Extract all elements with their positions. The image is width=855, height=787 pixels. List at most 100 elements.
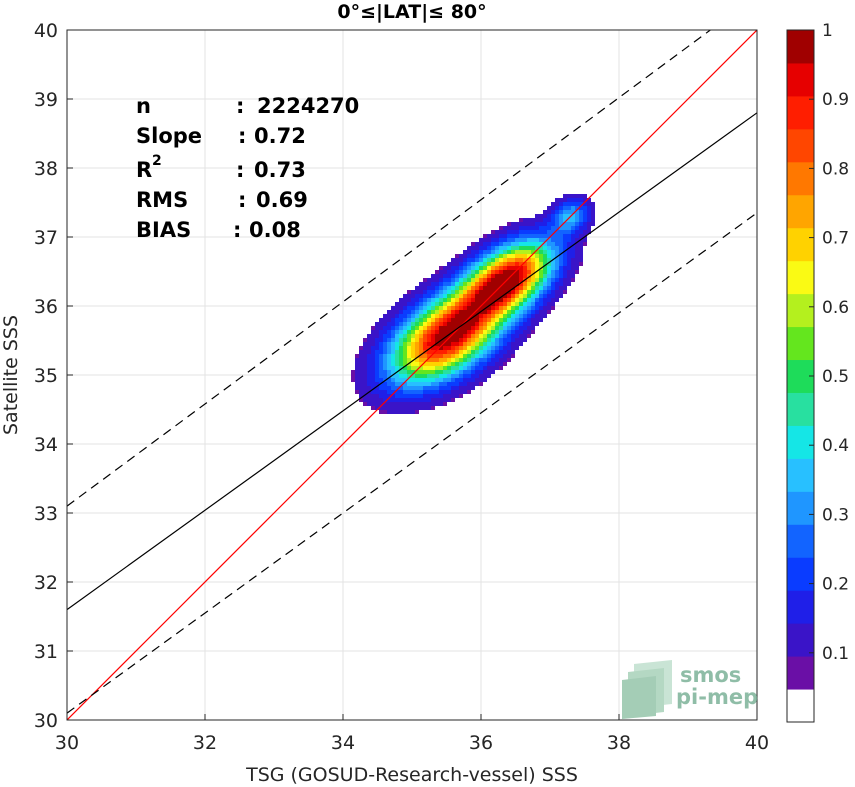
density-cell [467, 290, 471, 294]
stat-bias-sep: : [233, 218, 241, 242]
density-cell [439, 350, 443, 354]
density-cell [535, 226, 539, 230]
density-cell [467, 266, 471, 270]
density-cell [567, 270, 571, 274]
density-cell [487, 306, 491, 310]
density-cell [463, 278, 467, 282]
density-cell [435, 274, 439, 278]
density-cell [479, 346, 483, 350]
density-cell [499, 358, 503, 362]
density-cell [363, 350, 367, 354]
density-cell [407, 354, 411, 358]
density-cell [395, 378, 399, 382]
density-cell [435, 370, 439, 374]
density-cell [427, 374, 431, 378]
density-cell [471, 306, 475, 310]
density-cell [571, 238, 575, 242]
density-cell [571, 278, 575, 282]
density-cell [527, 226, 531, 230]
density-cell [511, 282, 515, 286]
density-cell [539, 234, 543, 238]
density-cell [555, 250, 559, 254]
density-cell [535, 262, 539, 266]
density-cell [443, 362, 447, 366]
density-cell [387, 378, 391, 382]
density-cell [483, 362, 487, 366]
density-cell [555, 222, 559, 226]
density-cell [535, 222, 539, 226]
density-cell [483, 326, 487, 330]
density-cell [439, 310, 443, 314]
density-cell [415, 286, 419, 290]
density-cell [523, 306, 527, 310]
density-cell [519, 282, 523, 286]
density-cell [583, 198, 587, 202]
density-cell [455, 278, 459, 282]
density-cell [475, 278, 479, 282]
density-cell [467, 298, 471, 302]
density-cell [503, 318, 507, 322]
density-cell [515, 338, 519, 342]
density-cell [371, 390, 375, 394]
density-cell [375, 358, 379, 362]
density-cell [411, 350, 415, 354]
density-cell [459, 330, 463, 334]
density-cell [467, 278, 471, 282]
density-cell [423, 326, 427, 330]
density-cell [499, 350, 503, 354]
density-cell [395, 366, 399, 370]
density-cell [431, 310, 435, 314]
density-cell [443, 346, 447, 350]
density-cell [443, 306, 447, 310]
density-cell [587, 226, 591, 230]
density-cell [555, 226, 559, 230]
density-cell [415, 358, 419, 362]
density-cell [491, 302, 495, 306]
density-cell [375, 362, 379, 366]
density-cell [503, 354, 507, 358]
density-cell [523, 242, 527, 246]
density-cell [563, 198, 567, 202]
density-cell [367, 370, 371, 374]
density-cell [563, 242, 567, 246]
density-cell [479, 382, 483, 386]
density-cell [435, 294, 439, 298]
density-cell [559, 290, 563, 294]
density-cell [359, 386, 363, 390]
density-cell [487, 310, 491, 314]
density-cell [527, 294, 531, 298]
density-cell [479, 258, 483, 262]
density-cell [527, 330, 531, 334]
density-cell [431, 370, 435, 374]
density-cell [415, 378, 419, 382]
density-cell [471, 378, 475, 382]
density-cell [431, 314, 435, 318]
density-cell [543, 230, 547, 234]
density-cell [507, 286, 511, 290]
density-cell [515, 342, 519, 346]
density-cell [483, 334, 487, 338]
density-cell [411, 402, 415, 406]
density-cell [491, 266, 495, 270]
density-cell [495, 302, 499, 306]
density-cell [431, 318, 435, 322]
density-cell [387, 338, 391, 342]
density-cell [419, 406, 423, 410]
density-cell [379, 394, 383, 398]
stat-r2-sup: 2 [152, 153, 162, 169]
stat-n-value: 2224270 [257, 94, 359, 118]
density-cell [427, 398, 431, 402]
density-cell [579, 262, 583, 266]
density-cell [551, 250, 555, 254]
density-cell [499, 346, 503, 350]
density-cell [499, 322, 503, 326]
density-cell [507, 346, 511, 350]
density-cell [407, 294, 411, 298]
density-cell [455, 302, 459, 306]
density-cell [563, 286, 567, 290]
density-cell [487, 282, 491, 286]
density-cell [507, 278, 511, 282]
density-cell [383, 314, 387, 318]
density-cell [591, 206, 595, 210]
density-cell [483, 246, 487, 250]
